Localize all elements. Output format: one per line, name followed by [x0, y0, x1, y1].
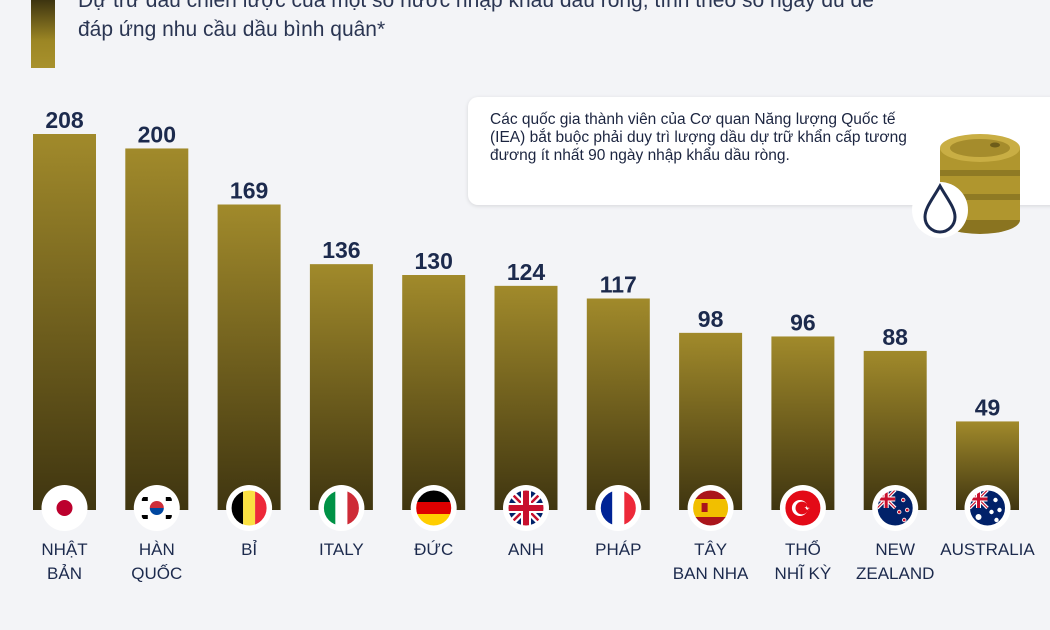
flag-new-zealand-icon [872, 485, 919, 531]
category-label: TÂY [694, 540, 727, 559]
bar-germany [402, 275, 466, 510]
category-label: ITALY [319, 540, 364, 559]
chart-subtitle: Dự trữ dầu chiến lược của một số nước nh… [78, 0, 1038, 44]
category-label: QUỐC [131, 563, 182, 583]
category-label: BẢN [47, 564, 82, 583]
category-label: ZEALAND [856, 564, 934, 583]
flag-australia-icon [964, 485, 1011, 531]
category-label: ANH [508, 540, 544, 559]
flag-japan-icon [41, 485, 88, 531]
bar-value-label: 200 [138, 121, 176, 147]
bar-value-label: 49 [975, 394, 1001, 420]
bar-value-label: 208 [45, 107, 84, 133]
bar-value-label: 130 [415, 248, 453, 274]
flag-italy-icon [318, 485, 365, 531]
bar-value-label: 88 [882, 324, 908, 350]
category-label: ĐỨC [414, 540, 453, 559]
category-label: BAN NHA [673, 564, 749, 583]
bar-belgium [217, 204, 281, 510]
bar-new-zealand [863, 350, 927, 510]
title-accent-bar [31, 0, 55, 68]
bar-value-label: 96 [790, 309, 816, 335]
bar-value-label: 124 [507, 259, 546, 285]
category-label: NEW [875, 540, 915, 559]
flag-germany-icon [410, 485, 457, 531]
bar-value-label: 117 [600, 272, 637, 298]
bar-japan [33, 134, 96, 510]
category-label: AUSTRALIA [940, 540, 1035, 559]
bar-france [586, 298, 650, 510]
category-label: THỔ [785, 540, 821, 559]
bar-value-label: 169 [230, 178, 268, 204]
category-label: BỈ [241, 540, 257, 559]
flag-turkey-icon [779, 485, 826, 531]
flag-belgium-icon [226, 485, 273, 531]
category-label: HÀN [139, 540, 175, 559]
bar-value-label: 98 [698, 306, 724, 332]
bar-spain [679, 332, 743, 510]
flag-spain-icon [687, 485, 734, 531]
oil-barrel-icon [912, 134, 1020, 238]
bar-value-label: 136 [322, 237, 360, 263]
bar-italy [309, 264, 373, 510]
bar-south-korea [125, 148, 189, 510]
iea-note-text: Các quốc gia thành viên của Cơ quan Năng… [490, 111, 907, 164]
category-label: NHẬT [41, 540, 87, 559]
category-label: PHÁP [595, 540, 641, 559]
flag-south-korea-icon [133, 485, 180, 531]
flag-uk-icon [503, 485, 549, 531]
bar-uk [494, 285, 558, 510]
flag-france-icon [595, 485, 642, 531]
iea-note-box: Các quốc gia thành viên của Cơ quan Năng… [468, 97, 1050, 205]
bar-turkey [771, 336, 835, 510]
subtitle-line-2: đáp ứng nhu cầu dầu bình quân* [78, 18, 386, 41]
subtitle-line-1: Dự trữ dầu chiến lược của một số nước nh… [78, 0, 874, 12]
category-label: NHĨ KỲ [775, 564, 832, 583]
